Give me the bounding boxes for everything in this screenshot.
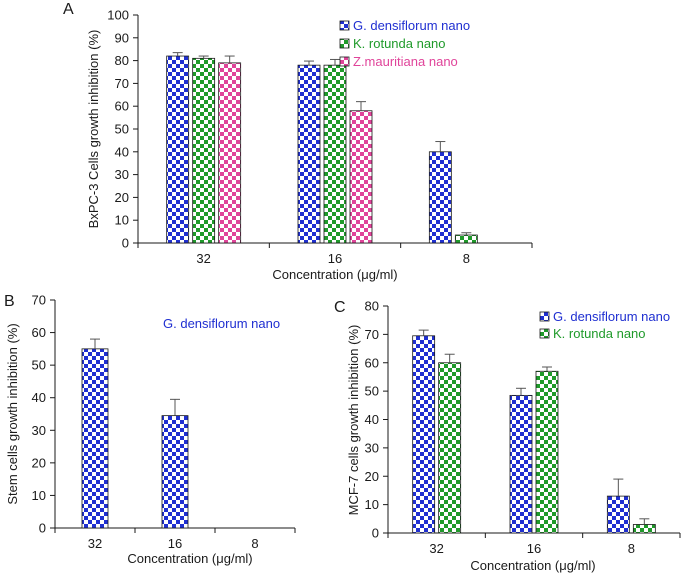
y-tick-label: 20	[115, 190, 129, 205]
y-tick-label: 60	[32, 325, 46, 340]
y-tick-label: 30	[365, 440, 379, 455]
y-tick-label: 10	[115, 213, 129, 228]
x-tick-label: 16	[168, 536, 182, 551]
bar-blue-16	[161, 415, 189, 529]
y-tick-label: 90	[115, 30, 129, 45]
y-tick-label: 30	[32, 423, 46, 438]
panel-letter: B	[4, 293, 15, 310]
bar-blue-32	[81, 348, 109, 529]
legend: G. densiflorum nano K. rotunda nano	[539, 309, 670, 341]
bar-green-32	[192, 57, 216, 244]
y-tick-label: 60	[115, 99, 129, 114]
y-tick-label: 100	[107, 8, 129, 23]
x-tick-label: 32	[88, 536, 102, 551]
chart-panel-c: C 0 10 20 30 40 50 60 70 80 32 16 8 Concentration (μg…	[334, 299, 681, 573]
bar-pink-16	[349, 110, 373, 244]
legend-swatch-blue	[339, 20, 350, 31]
y-axis-label: BxPC-3 Cells growth inhibition (%)	[86, 30, 101, 229]
legend-swatch-green	[339, 38, 350, 49]
bar-green-32	[438, 362, 462, 534]
y-tick-label: 40	[32, 390, 46, 405]
series-annotation: G. densiflorum nano	[163, 316, 280, 331]
bar-blue-16	[297, 64, 321, 244]
x-axis-label: Concentration (μg/ml)	[272, 267, 397, 282]
y-tick-label: 30	[115, 167, 129, 182]
x-tick-label: 16	[328, 251, 342, 266]
y-tick-label: 80	[115, 53, 129, 68]
y-tick-label: 0	[372, 526, 379, 541]
bar-green-8	[454, 234, 478, 244]
x-tick-label: 8	[463, 251, 470, 266]
y-tick-label: 20	[32, 455, 46, 470]
bar-blue-32	[166, 55, 190, 244]
y-axis-label: Stem cells growth inhibition (%)	[5, 323, 20, 504]
y-tick-label: 60	[365, 355, 379, 370]
bar-green-16	[535, 370, 559, 534]
bar-blue-32	[412, 335, 436, 534]
y-axis-label: MCF-7 cells growth inhibition (%)	[346, 325, 361, 516]
bar-pink-32	[218, 62, 242, 244]
bar-blue-16	[509, 394, 533, 534]
y-tick-label: 80	[365, 299, 379, 314]
x-tick-label: 8	[251, 536, 258, 551]
y-tick-label: 50	[32, 358, 46, 373]
y-tick-label: 10	[32, 488, 46, 503]
y-tick-label: 50	[365, 384, 379, 399]
legend-swatch-blue	[539, 311, 550, 322]
x-axis-label: Concentration (μg/ml)	[127, 551, 252, 566]
legend-label: G. densiflorum nano	[353, 18, 470, 33]
panel-letter: A	[63, 1, 74, 18]
y-tick-label: 20	[365, 469, 379, 484]
y-tick-label: 40	[115, 144, 129, 159]
bar-green-8	[632, 524, 656, 534]
x-axis-label: Concentration (μg/ml)	[470, 558, 595, 573]
legend-swatch-green	[539, 328, 550, 339]
y-tick-label: 70	[365, 327, 379, 342]
legend: G. densiflorum nano K. rotunda nano Z.maur…	[339, 18, 470, 69]
y-tick-label: 70	[32, 293, 46, 308]
y-tick-label: 40	[365, 412, 379, 427]
y-tick-label: 70	[115, 76, 129, 91]
legend-label: K. rotunda nano	[553, 326, 646, 341]
y-tick-label: 0	[122, 236, 129, 251]
x-tick-label: 16	[527, 541, 541, 556]
x-tick-label: 32	[429, 541, 443, 556]
bar-green-16	[323, 64, 347, 244]
legend-label: G. densiflorum nano	[553, 309, 670, 324]
y-tick-label: 10	[365, 497, 379, 512]
y-tick-label: 0	[39, 521, 46, 536]
legend-label: K. rotunda nano	[353, 36, 446, 51]
bar-blue-8	[428, 151, 452, 244]
y-tick-label: 50	[115, 122, 129, 137]
panel-letter: C	[334, 299, 346, 316]
x-tick-label: 8	[628, 541, 635, 556]
legend-swatch-pink	[339, 56, 350, 67]
x-tick-label: 32	[196, 251, 210, 266]
chart-panel-a: A 0 10 20 30 40 50 60 70 80 90 100 32 16 8 Concentratio…	[63, 1, 533, 282]
legend-label: Z.mauritiana nano	[353, 54, 458, 69]
bar-blue-8	[606, 495, 630, 534]
